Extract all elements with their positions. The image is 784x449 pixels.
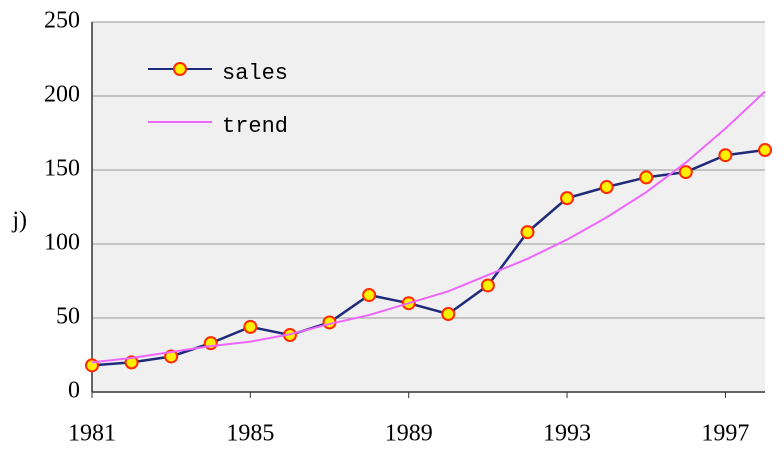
y-tick-label: 150 (44, 156, 80, 182)
x-tick-label: 1981 (68, 421, 116, 447)
marker (441, 307, 456, 322)
marker (520, 225, 535, 240)
y-tick-label: 250 (44, 8, 80, 34)
marker (678, 165, 693, 180)
marker (639, 170, 654, 185)
marker (560, 191, 575, 206)
y-tick-label: 200 (44, 82, 80, 108)
y-tick-label: 100 (44, 230, 80, 256)
legend-label: trend (222, 114, 288, 139)
x-tick-label: 1997 (701, 421, 749, 447)
line (91, 90, 766, 364)
marker (480, 278, 495, 293)
marker (124, 355, 139, 370)
y-axis-label: j) (11, 208, 27, 234)
legend-marker (173, 62, 187, 76)
marker (718, 148, 733, 163)
legend-label: sales (222, 61, 288, 86)
marker (362, 288, 377, 303)
x-tick-label: 1993 (543, 421, 591, 447)
plot-area (92, 22, 765, 392)
y-tick-label: 0 (68, 378, 80, 404)
marker (599, 180, 614, 195)
y-tick-label: 50 (56, 304, 80, 330)
marker (243, 319, 258, 334)
x-tick-label: 1989 (385, 421, 433, 447)
x-tick-label: 1985 (226, 421, 274, 447)
marker (758, 143, 772, 158)
